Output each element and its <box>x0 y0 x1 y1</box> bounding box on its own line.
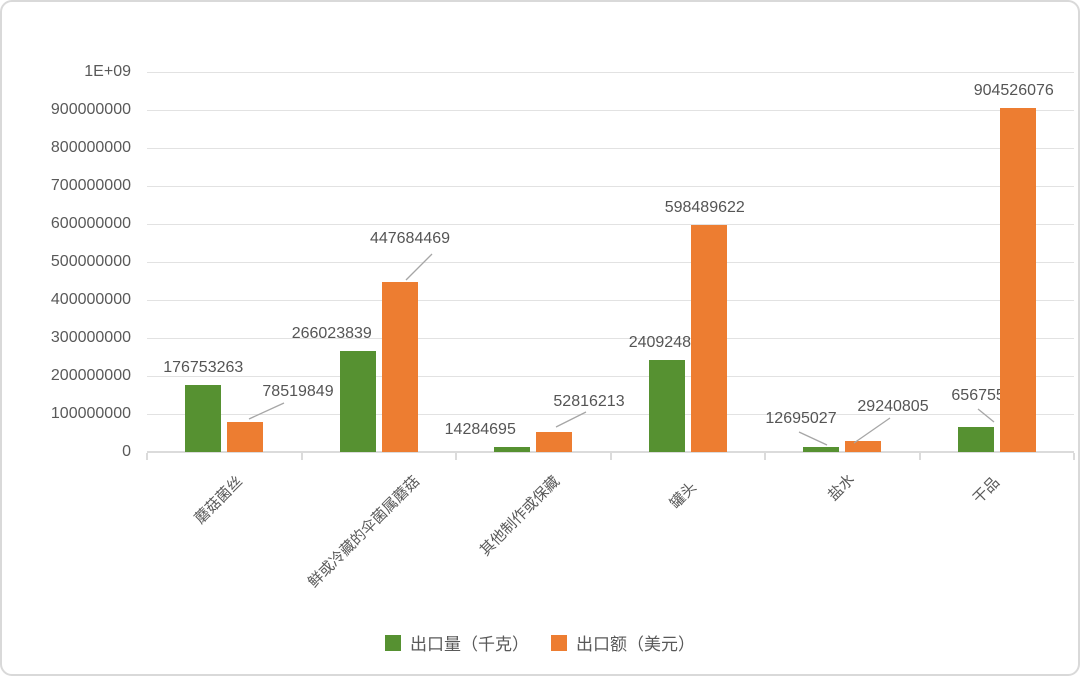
bar-export-volume-0 <box>185 384 222 452</box>
x-axis-tick-mark <box>609 453 612 460</box>
x-axis-tick-mark <box>764 453 766 460</box>
x-axis-category-label: 其他制作或保藏 <box>476 473 564 560</box>
bar-export-value-0 <box>227 422 264 452</box>
gridline <box>147 338 1074 339</box>
y-axis-tick-label: 800000000 <box>50 139 131 156</box>
leader-line <box>248 402 285 420</box>
y-axis-tick-label: 500000000 <box>50 253 131 270</box>
bar-export-volume-1 <box>339 350 376 452</box>
legend-swatch-green <box>385 634 401 651</box>
bar-export-value-2 <box>536 431 573 452</box>
bar-export-value-1 <box>381 281 418 452</box>
y-axis-tick-label: 700000000 <box>50 177 131 194</box>
gridline <box>147 224 1074 225</box>
bar-export-value-3 <box>690 224 727 452</box>
bar-export-volume-2 <box>494 446 531 452</box>
gridline <box>147 376 1074 377</box>
legend-label-export-volume: 出口量（千克） <box>410 635 529 654</box>
data-label: 598489622 <box>664 198 745 216</box>
y-axis-tick-label: 900000000 <box>50 101 131 118</box>
y-axis-tick-label: 400000000 <box>50 291 131 308</box>
gridline <box>147 414 1074 415</box>
x-axis-category-label: 鲜或冷藏的伞菌属蘑菇 <box>304 473 423 592</box>
data-label: 29240805 <box>857 398 929 415</box>
y-axis-tick-label: 100000000 <box>50 405 131 422</box>
leader-line <box>853 417 891 444</box>
bar-export-volume-4 <box>803 447 840 452</box>
leader-line <box>798 431 828 446</box>
leader-line <box>405 253 433 281</box>
gridline <box>147 110 1074 111</box>
x-axis-category-label: 盐水 <box>825 471 859 505</box>
y-axis-tick-label: 300000000 <box>50 329 131 346</box>
x-axis-tick-mark <box>918 453 921 460</box>
x-axis-category-label: 干品 <box>969 474 1003 508</box>
x-axis-tick-mark <box>1073 453 1075 460</box>
bar-export-value-5 <box>999 108 1036 452</box>
legend-item-export-volume: 出口量（千克） <box>385 630 529 655</box>
bar-export-value-4 <box>845 440 882 452</box>
data-label: 176753263 <box>163 358 244 376</box>
bar-export-volume-5 <box>957 427 994 452</box>
x-axis-category-label: 罐头 <box>666 479 700 513</box>
gridline <box>147 186 1074 187</box>
data-label: 12695027 <box>765 410 837 427</box>
x-axis-tick-mark <box>455 453 457 460</box>
data-label: 904526076 <box>973 82 1054 100</box>
x-axis-category-label: 蘑菇菌丝 <box>191 473 247 528</box>
gridline <box>147 72 1074 73</box>
gridline <box>147 148 1074 149</box>
gridline <box>147 300 1074 301</box>
y-axis-tick-label: 1E+09 <box>84 63 131 80</box>
y-axis-tick-label: 200000000 <box>50 367 131 384</box>
leader-line <box>977 408 995 423</box>
legend-swatch-orange <box>551 634 567 651</box>
legend-label-export-value: 出口额（美元） <box>576 635 695 654</box>
data-label: 447684469 <box>369 230 451 247</box>
data-label: 14284695 <box>444 420 516 438</box>
gridline <box>147 262 1074 263</box>
data-label: 52816213 <box>553 393 625 410</box>
x-axis-line <box>147 451 1074 453</box>
data-label: 78519849 <box>262 383 334 400</box>
y-axis-tick-label: 0 <box>122 443 131 460</box>
data-label: 266023839 <box>291 324 372 342</box>
legend-item-export-value: 出口额（美元） <box>551 630 695 655</box>
bar-export-volume-3 <box>648 360 685 452</box>
data-label: 240924849 <box>628 334 709 352</box>
x-axis-tick-mark <box>146 453 148 460</box>
y-axis-tick-label: 600000000 <box>50 215 131 232</box>
x-axis-tick-mark <box>300 453 303 460</box>
chart-legend: 出口量（千克） 出口额（美元） <box>2 630 1078 655</box>
